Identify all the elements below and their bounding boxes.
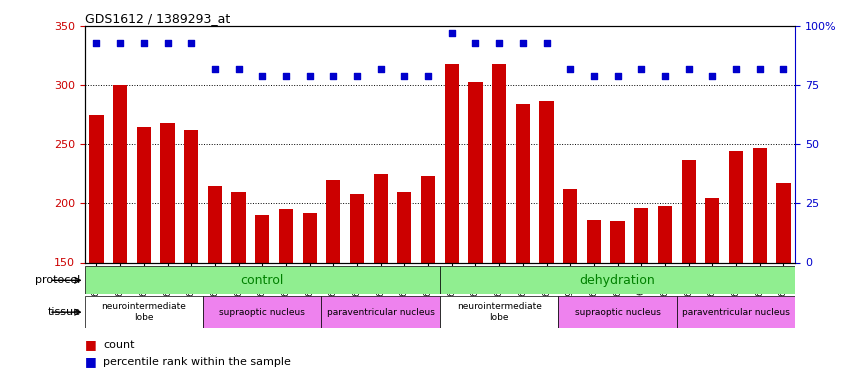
Bar bbox=[469, 82, 482, 262]
Text: protocol: protocol bbox=[36, 275, 80, 285]
Text: percentile rank within the sample: percentile rank within the sample bbox=[103, 357, 291, 367]
Point bbox=[90, 40, 103, 46]
Point bbox=[398, 73, 411, 79]
Point bbox=[421, 73, 435, 79]
Bar bbox=[658, 206, 672, 262]
Text: count: count bbox=[103, 340, 135, 350]
Point bbox=[516, 40, 530, 46]
Point bbox=[350, 73, 364, 79]
Bar bbox=[85, 296, 203, 328]
Bar bbox=[208, 186, 222, 262]
Point bbox=[634, 66, 648, 72]
Text: paraventricular nucleus: paraventricular nucleus bbox=[682, 308, 790, 316]
Bar bbox=[777, 183, 790, 262]
Point bbox=[492, 40, 506, 46]
Text: control: control bbox=[240, 274, 284, 287]
Bar bbox=[255, 215, 269, 262]
Text: GDS1612 / 1389293_at: GDS1612 / 1389293_at bbox=[85, 12, 230, 25]
Bar bbox=[440, 266, 795, 294]
Bar bbox=[563, 189, 577, 262]
Point bbox=[113, 40, 127, 46]
Bar bbox=[753, 148, 766, 262]
Bar bbox=[682, 160, 695, 262]
Point bbox=[540, 40, 553, 46]
Point bbox=[232, 66, 245, 72]
Bar bbox=[321, 296, 440, 328]
Text: neurointermediate
lobe: neurointermediate lobe bbox=[102, 303, 186, 322]
Bar bbox=[137, 127, 151, 262]
Bar bbox=[516, 104, 530, 262]
Bar bbox=[540, 100, 553, 262]
Bar bbox=[421, 176, 435, 262]
Point bbox=[445, 30, 459, 36]
Point bbox=[753, 66, 766, 72]
Point bbox=[374, 66, 387, 72]
Bar bbox=[327, 180, 340, 262]
Bar bbox=[677, 296, 795, 328]
Point bbox=[706, 73, 719, 79]
Bar bbox=[729, 152, 743, 262]
Text: supraoptic nucleus: supraoptic nucleus bbox=[219, 308, 305, 316]
Text: supraoptic nucleus: supraoptic nucleus bbox=[574, 308, 661, 316]
Point bbox=[184, 40, 198, 46]
Bar bbox=[85, 266, 440, 294]
Bar bbox=[492, 64, 506, 262]
Bar bbox=[350, 194, 364, 262]
Bar bbox=[587, 220, 601, 262]
Point bbox=[161, 40, 174, 46]
Point bbox=[137, 40, 151, 46]
Point bbox=[729, 66, 743, 72]
Bar bbox=[440, 296, 558, 328]
Bar bbox=[203, 296, 321, 328]
Bar bbox=[90, 115, 103, 262]
Bar bbox=[445, 64, 459, 262]
Point bbox=[611, 73, 624, 79]
Point bbox=[682, 66, 695, 72]
Text: tissue: tissue bbox=[47, 307, 80, 317]
Point bbox=[658, 73, 672, 79]
Bar bbox=[303, 213, 316, 262]
Point bbox=[255, 73, 269, 79]
Point bbox=[777, 66, 790, 72]
Text: paraventricular nucleus: paraventricular nucleus bbox=[327, 308, 435, 316]
Bar bbox=[113, 85, 127, 262]
Text: neurointermediate
lobe: neurointermediate lobe bbox=[457, 303, 541, 322]
Text: ■: ■ bbox=[85, 339, 96, 351]
Text: ■: ■ bbox=[85, 356, 96, 368]
Point bbox=[587, 73, 601, 79]
Bar bbox=[706, 198, 719, 262]
Point bbox=[469, 40, 482, 46]
Bar bbox=[634, 208, 648, 262]
Point bbox=[327, 73, 340, 79]
Point bbox=[279, 73, 293, 79]
Bar bbox=[374, 174, 387, 262]
Point bbox=[563, 66, 577, 72]
Bar bbox=[184, 130, 198, 262]
Text: dehydration: dehydration bbox=[580, 274, 656, 287]
Bar bbox=[232, 192, 245, 262]
Point bbox=[208, 66, 222, 72]
Bar bbox=[279, 209, 293, 262]
Bar bbox=[161, 123, 174, 262]
Bar bbox=[558, 296, 677, 328]
Bar bbox=[611, 221, 624, 262]
Point bbox=[303, 73, 316, 79]
Bar bbox=[398, 192, 411, 262]
